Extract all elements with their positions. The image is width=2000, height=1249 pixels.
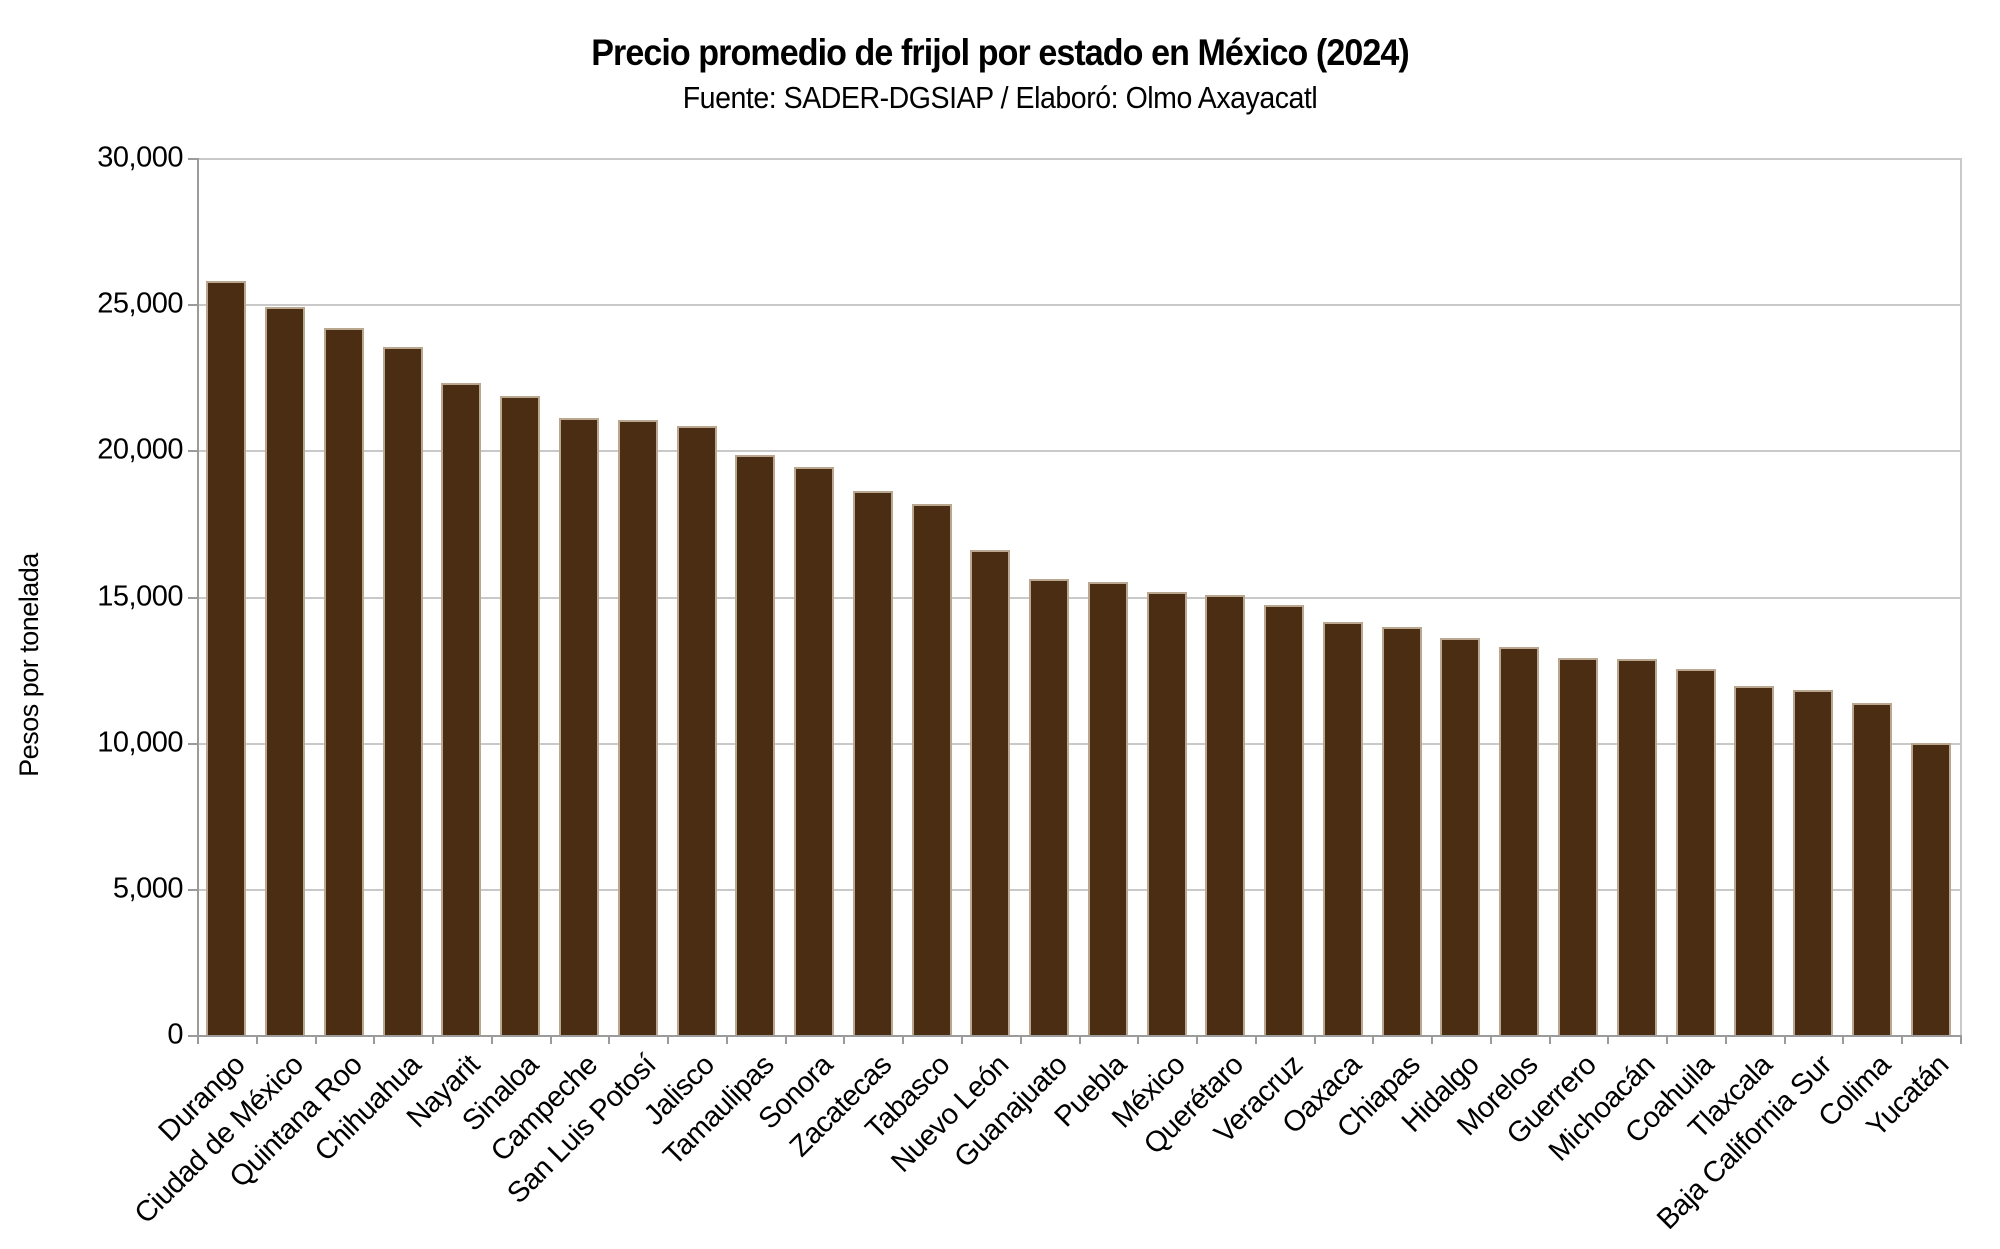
bar-Coahuila (1675, 669, 1716, 1035)
bar-Quintana Roo (323, 328, 364, 1035)
chart-title: Precio promedio de frijol por estado en … (591, 32, 1410, 73)
y-tick-label-25000: 25,000 (97, 287, 183, 320)
bar-Colima (1851, 702, 1892, 1035)
x-tick-2 (314, 1035, 317, 1044)
gridline-30000 (197, 158, 1960, 160)
y-tick-5000 (188, 888, 197, 891)
bar-Tabasco (911, 504, 952, 1035)
x-tick-12 (902, 1035, 905, 1044)
x-tick-13 (960, 1035, 963, 1044)
bar-Campeche (558, 418, 599, 1035)
y-tick-25000 (188, 304, 197, 307)
gridline-10000 (197, 742, 1960, 745)
y-tick-30000 (188, 158, 197, 160)
x-tick-9 (725, 1035, 728, 1044)
gridline-5000 (197, 888, 1960, 891)
bar-Yucatán (1910, 743, 1951, 1035)
gridline-15000 (197, 596, 1960, 599)
plot-right-border (1960, 158, 1962, 1035)
x-tick-10 (784, 1035, 787, 1044)
x-tick-7 (608, 1035, 611, 1044)
x-tick-20 (1372, 1035, 1375, 1044)
bar-Ciudad de México (265, 307, 306, 1035)
chart-subtitle: Fuente: SADER-DGSIAP / Elaboró: Olmo Axa… (682, 80, 1318, 115)
gridline-20000 (197, 450, 1960, 453)
bar-Guanajuato (1029, 578, 1070, 1035)
x-tick-28 (1842, 1035, 1845, 1044)
x-tick-8 (667, 1035, 670, 1044)
bar-Puebla (1087, 581, 1128, 1035)
x-tick-22 (1489, 1035, 1492, 1044)
x-tick-26 (1724, 1035, 1727, 1044)
x-tick-14 (1019, 1035, 1022, 1044)
bar-Sonora (794, 466, 835, 1035)
bar-Durango (206, 280, 247, 1035)
y-tick-label-0: 0 (167, 1018, 183, 1051)
x-tick-3 (373, 1035, 376, 1044)
x-tick-5 (490, 1035, 493, 1044)
x-tick-15 (1078, 1035, 1081, 1044)
x-tick-11 (843, 1035, 846, 1044)
x-tick-27 (1783, 1035, 1786, 1044)
x-tick-16 (1137, 1035, 1140, 1044)
bar-Nuevo León (970, 550, 1011, 1035)
bar-Guerrero (1558, 657, 1599, 1035)
x-tick-29 (1901, 1035, 1904, 1044)
plot-area (197, 158, 1960, 1035)
x-tick-17 (1196, 1035, 1199, 1044)
y-tick-label-30000: 30,000 (97, 141, 183, 174)
y-tick-15000 (188, 596, 197, 599)
bar-Hidalgo (1440, 638, 1481, 1035)
y-tick-label-15000: 15,000 (97, 580, 183, 612)
bar-Zacatecas (852, 491, 893, 1035)
x-tick-24 (1607, 1035, 1610, 1044)
x-tick-4 (432, 1035, 435, 1044)
bar-Nayarit (441, 383, 482, 1035)
bar-Tamaulipas (735, 455, 776, 1035)
x-tick-18 (1254, 1035, 1257, 1044)
x-tick-21 (1431, 1035, 1434, 1044)
y-tick-label-20000: 20,000 (97, 433, 183, 466)
x-tick-23 (1548, 1035, 1551, 1044)
x-tick-19 (1313, 1035, 1316, 1044)
bar-Morelos (1499, 646, 1540, 1035)
bar-Baja California Sur (1793, 690, 1834, 1035)
bar-Veracruz (1264, 604, 1305, 1035)
x-tick-30 (1960, 1035, 1962, 1044)
bar-Jalisco (676, 425, 717, 1035)
x-tick-6 (549, 1035, 552, 1044)
gridline-25000 (197, 304, 1960, 307)
bar-Tlaxcala (1734, 685, 1775, 1035)
x-tick-25 (1666, 1035, 1669, 1044)
bar-Chiapas (1381, 626, 1422, 1035)
bar-Oaxaca (1322, 621, 1363, 1035)
bar-Sinaloa (500, 396, 541, 1035)
y-axis-line (197, 158, 199, 1035)
bar-México (1146, 591, 1187, 1035)
y-tick-10000 (188, 742, 197, 745)
x-tick-1 (255, 1035, 258, 1044)
bar-San Luis Potosí (617, 419, 658, 1035)
y-tick-label-5000: 5,000 (112, 872, 184, 905)
y-tick-20000 (188, 450, 197, 453)
y-tick-label-10000: 10,000 (97, 726, 183, 759)
bar-Chihuahua (382, 347, 423, 1035)
x-tick-0 (197, 1035, 199, 1044)
y-tick-0 (188, 1035, 197, 1037)
bar-Michoacán (1616, 659, 1657, 1035)
bar-Querétaro (1205, 595, 1246, 1035)
